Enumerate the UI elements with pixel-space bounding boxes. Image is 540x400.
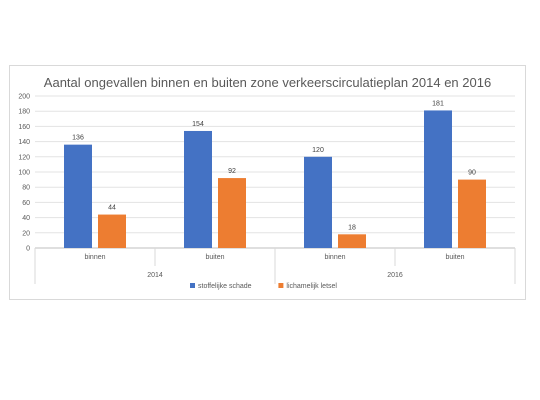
- data-label: 181: [432, 100, 444, 107]
- x-category-label: buiten: [205, 254, 224, 261]
- legend-label: stoffelijke schade: [198, 283, 252, 290]
- y-tick-label: 120: [18, 154, 30, 161]
- x-category-label: binnen: [324, 254, 345, 261]
- x-category-label: binnen: [84, 254, 105, 261]
- x-group-label: 2014: [147, 272, 163, 279]
- legend-swatch: [190, 283, 195, 288]
- bar-lichamelijk-letsel: [458, 179, 486, 248]
- data-label: 90: [468, 170, 476, 177]
- data-label: 44: [108, 205, 116, 212]
- y-tick-label: 60: [22, 200, 30, 207]
- x-group-label: 2016: [387, 272, 403, 279]
- y-tick-label: 140: [18, 139, 30, 146]
- bar-lichamelijk-letsel: [338, 234, 366, 248]
- bar-stoffelijke-schade: [424, 110, 452, 248]
- data-label: 92: [228, 168, 236, 175]
- legend-label: lichamelijk letsel: [286, 283, 337, 290]
- bar-stoffelijke-schade: [304, 156, 332, 248]
- y-tick-label: 0: [26, 246, 30, 253]
- bar-stoffelijke-schade: [184, 130, 212, 248]
- bar-lichamelijk-letsel: [98, 214, 126, 248]
- x-category-label: buiten: [445, 254, 464, 261]
- y-tick-label: 100: [18, 170, 30, 177]
- bar-lichamelijk-letsel: [218, 178, 246, 248]
- y-tick-label: 40: [22, 215, 30, 222]
- y-tick-label: 180: [18, 109, 30, 116]
- data-label: 120: [312, 147, 324, 154]
- data-label: 154: [192, 121, 204, 128]
- data-label: 18: [348, 224, 356, 231]
- bar-stoffelijke-schade: [64, 144, 92, 248]
- legend-swatch: [278, 283, 284, 288]
- chart-svg: Aantal ongevallen binnen en buiten zone …: [18, 75, 516, 290]
- data-label: 136: [72, 135, 84, 142]
- y-tick-label: 20: [22, 230, 30, 237]
- y-tick-label: 80: [22, 185, 30, 192]
- y-tick-label: 200: [18, 94, 30, 101]
- chart-title: Aantal ongevallen binnen en buiten zone …: [44, 75, 491, 90]
- chart-area: Aantal ongevallen binnen en buiten zone …: [9, 65, 526, 300]
- y-tick-label: 160: [18, 124, 30, 131]
